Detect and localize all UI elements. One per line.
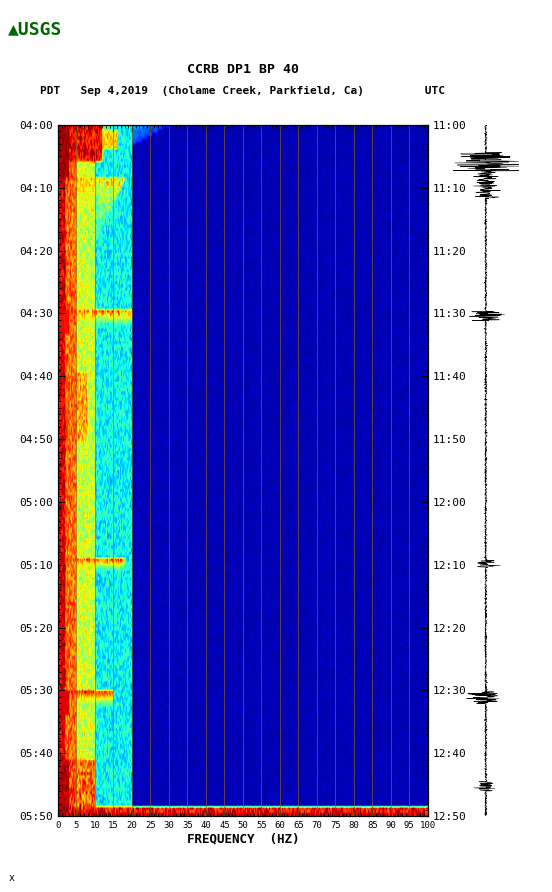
- Text: x: x: [8, 873, 14, 883]
- Text: CCRB DP1 BP 40: CCRB DP1 BP 40: [187, 62, 299, 76]
- Text: ▲USGS: ▲USGS: [8, 21, 63, 38]
- Text: PDT   Sep 4,2019  (Cholame Creek, Parkfield, Ca)         UTC: PDT Sep 4,2019 (Cholame Creek, Parkfield…: [40, 87, 445, 96]
- X-axis label: FREQUENCY  (HZ): FREQUENCY (HZ): [187, 833, 299, 846]
